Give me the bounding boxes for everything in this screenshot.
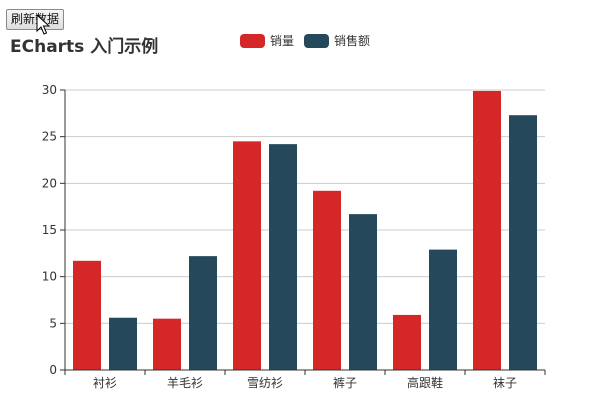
bar[interactable]: [189, 256, 217, 370]
y-tick-label: 30: [42, 83, 57, 97]
bar[interactable]: [509, 115, 537, 370]
x-tick-label: 雪纺衫: [247, 376, 283, 390]
grid-layer: [65, 89, 545, 324]
legend: 销量 销售额: [240, 33, 370, 48]
bar[interactable]: [349, 214, 377, 370]
refresh-data-button[interactable]: 刷新数据: [6, 9, 65, 30]
legend-label[interactable]: 销量: [270, 34, 294, 48]
x-tick-label: 袜子: [493, 376, 517, 390]
bar[interactable]: [473, 90, 501, 370]
bar[interactable]: [73, 260, 101, 370]
legend-swatch[interactable]: [304, 34, 329, 48]
axis-layer: 0 5 10 15 20 25 30 衬衫 羊毛衫 雪纺衫 裤子 高跟鞋 袜子: [42, 83, 546, 390]
legend-label[interactable]: 销售额: [334, 33, 370, 48]
bar[interactable]: [109, 317, 137, 370]
legend-swatch[interactable]: [240, 34, 265, 48]
x-tick-label: 裤子: [333, 376, 357, 390]
bar[interactable]: [393, 314, 421, 370]
bar[interactable]: [153, 318, 181, 370]
mouse-cursor-icon: [36, 14, 50, 35]
x-tick-label: 衬衫: [93, 376, 117, 390]
y-tick-label: 15: [42, 223, 57, 237]
x-tick-label: 羊毛衫: [167, 375, 203, 390]
bar[interactable]: [233, 141, 261, 370]
y-tick-label: 0: [49, 363, 57, 377]
y-tick-label: 5: [49, 316, 57, 330]
x-tick-label: 高跟鞋: [407, 375, 443, 390]
chart-title: ECharts 入门示例: [10, 37, 159, 57]
y-tick-label: 25: [42, 130, 57, 144]
y-tick-label: 10: [42, 270, 57, 284]
y-tick-label: 20: [42, 176, 57, 190]
bars-layer: [73, 90, 537, 370]
bar[interactable]: [269, 144, 297, 370]
bar[interactable]: [429, 249, 457, 370]
bar[interactable]: [313, 190, 341, 370]
